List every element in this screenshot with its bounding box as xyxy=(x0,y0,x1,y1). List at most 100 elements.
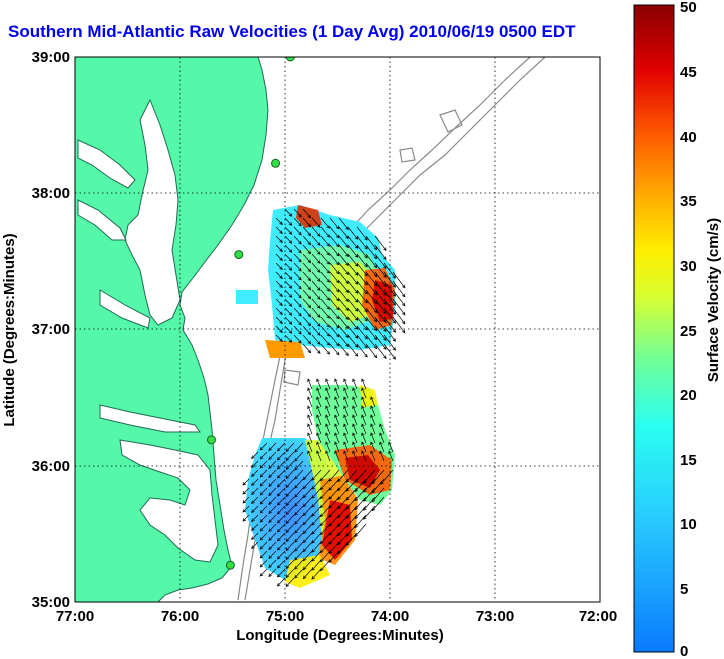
velocity-vector xyxy=(316,387,322,399)
velocity-vector xyxy=(320,541,331,553)
velocity-vector-head xyxy=(311,486,315,490)
velocity-vector-head xyxy=(288,249,293,253)
velocity-vector xyxy=(285,523,295,533)
velocity-vector xyxy=(356,253,368,268)
velocity-vector xyxy=(329,280,340,293)
velocity-vector xyxy=(374,235,387,251)
velocity-vector xyxy=(311,262,321,273)
velocity-vector xyxy=(374,244,387,260)
velocity-vector xyxy=(302,334,311,344)
velocity-vector xyxy=(337,514,349,527)
velocity-vector-head xyxy=(298,321,302,326)
velocity-vector xyxy=(347,280,359,294)
velocity-vector-head xyxy=(383,265,387,269)
velocity-vector-head xyxy=(334,378,338,383)
velocity-vector xyxy=(383,334,396,351)
velocity-vector-head xyxy=(294,512,298,516)
velocity-vector-head xyxy=(259,536,264,541)
velocity-vector xyxy=(303,478,313,489)
velocity-vector-head xyxy=(311,558,315,562)
velocity-vector xyxy=(275,217,283,225)
velocity-vector-head xyxy=(345,235,349,240)
velocity-vector xyxy=(293,298,302,308)
velocity-vector-head xyxy=(392,356,396,360)
velocity-vector xyxy=(329,253,340,266)
velocity-vector-head xyxy=(302,557,307,562)
velocity-vector-head xyxy=(335,333,340,338)
velocity-vector-head xyxy=(279,221,283,226)
velocity-vector xyxy=(388,441,394,453)
velocity-vector xyxy=(284,307,292,316)
velocity-vector xyxy=(275,289,283,297)
radar-station-marker xyxy=(225,560,235,570)
velocity-vector-head xyxy=(361,450,365,455)
velocity-vector-head xyxy=(317,251,321,255)
velocity-vector xyxy=(311,217,321,228)
velocity-vector xyxy=(260,496,268,505)
velocity-vector xyxy=(316,441,322,453)
velocity-vector-head xyxy=(288,285,293,289)
velocity-vector-head xyxy=(335,351,340,356)
velocity-vector-head xyxy=(335,252,340,257)
velocity-vector-head xyxy=(242,517,247,522)
velocity-vector xyxy=(328,478,340,491)
velocity-vector xyxy=(307,423,313,435)
velocity-vector xyxy=(268,523,277,532)
velocity-vector-head xyxy=(379,450,383,455)
velocity-vector-head xyxy=(402,329,406,334)
velocity-vector xyxy=(307,405,313,417)
velocity-vector xyxy=(311,334,321,345)
velocity-vector xyxy=(285,460,295,470)
velocity-vector-head xyxy=(294,449,298,453)
velocity-vector-head xyxy=(343,396,347,401)
velocity-vector-head xyxy=(294,521,298,525)
velocity-vector-head xyxy=(268,492,272,497)
velocity-vector-head xyxy=(383,256,387,260)
velocity-vector-head xyxy=(279,239,283,244)
velocity-vector xyxy=(260,541,268,550)
velocity-vector-head xyxy=(277,556,281,560)
velocity-vector-head xyxy=(268,465,272,470)
velocity-vector xyxy=(352,396,358,408)
velocity-vector xyxy=(379,432,385,444)
velocity-vector xyxy=(361,387,367,399)
velocity-vector-head xyxy=(364,299,368,304)
velocity-vector xyxy=(284,280,292,289)
velocity-vector xyxy=(343,396,349,408)
velocity-vector xyxy=(284,253,292,262)
velocity-vector xyxy=(268,541,277,550)
velocity-vector-head xyxy=(307,250,312,255)
velocity-vector-head xyxy=(326,297,330,301)
velocity-vector xyxy=(329,334,340,347)
radar-station-marker xyxy=(234,250,244,260)
velocity-vector-head xyxy=(288,222,293,226)
velocity-vector xyxy=(251,541,259,549)
velocity-vector xyxy=(338,280,349,293)
velocity-vector-head xyxy=(326,342,330,346)
velocity-vector xyxy=(294,550,304,561)
velocity-vector xyxy=(363,496,376,511)
velocity-vector-head xyxy=(364,344,368,349)
velocity-vector xyxy=(284,244,292,253)
velocity-vector xyxy=(361,450,367,462)
velocity-vector-head xyxy=(373,255,378,260)
velocity-vector xyxy=(365,298,377,313)
velocity-vector xyxy=(370,423,376,435)
velocity-vector xyxy=(352,378,358,390)
velocity-vector xyxy=(293,307,302,317)
velocity-vector xyxy=(320,298,330,310)
velocity-vector-head xyxy=(335,225,340,230)
velocity-vector xyxy=(311,514,322,526)
velocity-vector xyxy=(337,523,349,536)
velocity-vector xyxy=(311,325,321,336)
velocity-vector-head xyxy=(285,583,290,588)
velocity-vector xyxy=(346,478,358,492)
velocity-vector-head xyxy=(345,280,349,285)
velocity-vector xyxy=(275,280,283,288)
colorbar-tick: 40 xyxy=(680,129,697,146)
velocity-vector xyxy=(293,316,302,326)
velocity-vector-head xyxy=(302,512,307,517)
velocity-vector xyxy=(374,325,387,341)
velocity-vector-head xyxy=(242,499,247,504)
